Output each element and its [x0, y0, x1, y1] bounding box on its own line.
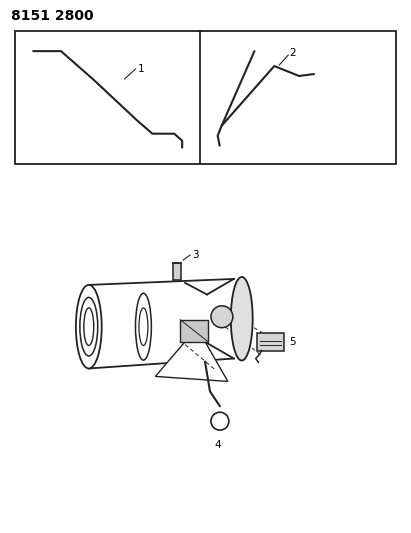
Ellipse shape	[84, 308, 94, 345]
Text: 4: 4	[215, 440, 221, 450]
Circle shape	[211, 412, 229, 430]
Bar	[180, 320, 208, 342]
Bar	[15, 31, 396, 164]
Text: 1: 1	[137, 64, 144, 74]
Ellipse shape	[76, 285, 102, 368]
Text: 5: 5	[289, 337, 296, 346]
Text: 8151 2800: 8151 2800	[12, 10, 94, 23]
Bar	[256, 333, 284, 351]
Text: 2: 2	[289, 48, 296, 58]
Ellipse shape	[80, 297, 98, 356]
Polygon shape	[155, 342, 228, 382]
Bar	[173, 263, 181, 280]
Ellipse shape	[231, 277, 253, 360]
Circle shape	[211, 306, 233, 328]
Ellipse shape	[136, 293, 151, 360]
Ellipse shape	[139, 308, 148, 345]
Text: 3: 3	[192, 250, 199, 260]
